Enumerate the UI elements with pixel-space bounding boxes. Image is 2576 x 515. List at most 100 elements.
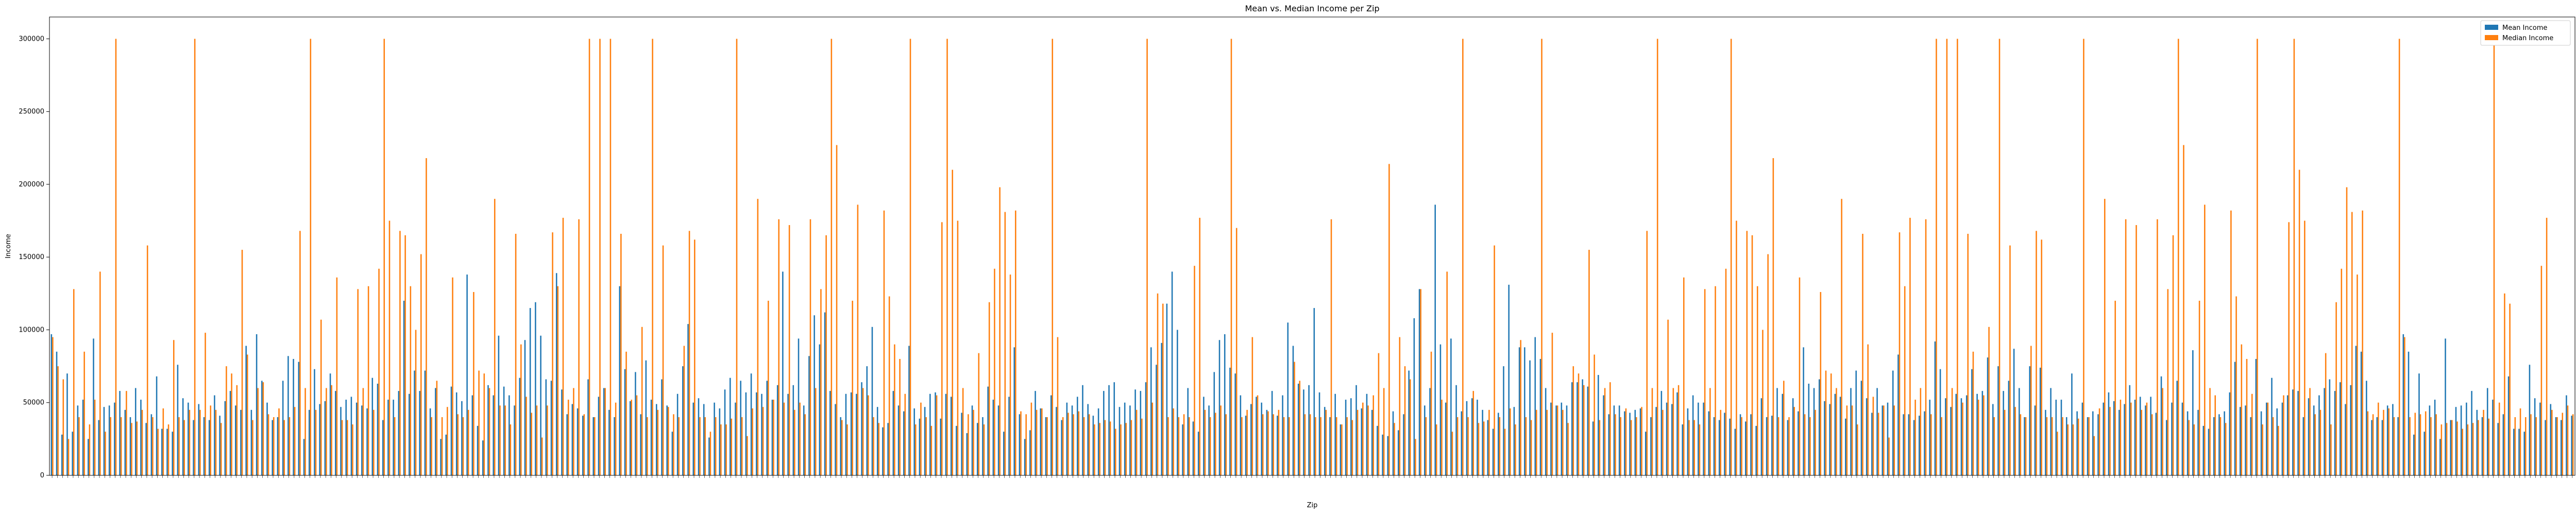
bar-median-income — [2198, 300, 2200, 475]
bar-mean-income — [424, 370, 426, 475]
bar-median-income — [1604, 388, 1606, 475]
bar-mean-income — [2197, 409, 2199, 475]
bar-mean-income — [1045, 417, 1047, 475]
bar-mean-income — [676, 393, 679, 475]
bar-mean-income — [956, 425, 957, 475]
bar-median-income — [1415, 439, 1416, 475]
bar-mean-income — [419, 391, 420, 475]
bar-mean-income — [1624, 411, 1625, 475]
bar-median-income — [599, 39, 601, 475]
bar-median-income — [2383, 409, 2384, 475]
bar-mean-income — [2402, 334, 2404, 475]
bar-median-income — [1215, 413, 1216, 475]
bar-mean-income — [661, 379, 663, 475]
bar-median-income — [2346, 187, 2348, 475]
bar-median-income — [2514, 417, 2516, 475]
bar-median-income — [552, 232, 553, 475]
bar-median-income — [557, 286, 559, 475]
bar-median-income — [362, 388, 364, 475]
bar-mean-income — [1866, 398, 1868, 475]
bar-mean-income — [2008, 381, 2010, 475]
bar-mean-income — [1118, 407, 1121, 475]
bar-median-income — [2319, 409, 2321, 475]
bar-median-income — [1920, 388, 1922, 475]
bar-mean-income — [714, 402, 715, 475]
bar-mean-income — [2397, 417, 2399, 475]
bar-mean-income — [1403, 414, 1404, 475]
bar-median-income — [2141, 409, 2143, 475]
bar-mean-income — [429, 408, 431, 475]
bar-median-income — [752, 408, 753, 475]
bar-mean-income — [98, 420, 100, 475]
bar-median-income — [488, 388, 490, 475]
bar-median-income — [588, 39, 590, 475]
bar-mean-income — [614, 417, 615, 475]
bar-median-income — [494, 199, 496, 475]
bar-mean-income — [1350, 398, 1352, 475]
bar-median-income — [162, 408, 164, 475]
bar-mean-income — [182, 398, 184, 475]
legend-label-median-income: Median Income — [2502, 35, 2553, 42]
bar-mean-income — [2571, 416, 2572, 475]
legend-box — [2480, 20, 2571, 46]
bar-mean-income — [403, 300, 405, 475]
bar-median-income — [1567, 423, 1569, 475]
bar-median-income — [615, 402, 617, 475]
bar-median-income — [1783, 381, 1785, 475]
bar-median-income — [2130, 402, 2132, 475]
bar-mean-income — [945, 393, 947, 475]
bar-median-income — [152, 417, 154, 475]
bar-median-income — [1862, 233, 1863, 475]
bar-median-income — [957, 220, 959, 475]
bar-mean-income — [393, 400, 394, 475]
bar-mean-income — [798, 338, 800, 475]
bar-median-income — [662, 245, 664, 475]
bar-median-income — [1073, 414, 1074, 475]
bar-mean-income — [876, 407, 878, 475]
bar-mean-income — [966, 433, 968, 475]
bar-mean-income — [1340, 424, 1342, 475]
bar-median-income — [1693, 420, 1695, 475]
bar-mean-income — [635, 372, 636, 475]
bar-mean-income — [1413, 318, 1415, 475]
bar-median-income — [625, 351, 627, 475]
bar-median-income — [1809, 417, 1811, 475]
bar-mean-income — [272, 420, 274, 475]
bar-mean-income — [824, 312, 826, 475]
bar-median-income — [1525, 417, 1527, 475]
bar-median-income — [352, 424, 353, 475]
legend-label-mean-income: Mean Income — [2502, 24, 2547, 32]
bar-median-income — [1756, 286, 1758, 475]
bar-mean-income — [2129, 385, 2131, 475]
bar-mean-income — [1318, 392, 1320, 475]
bar-median-income — [2493, 39, 2495, 475]
bar-mean-income — [471, 395, 473, 475]
bar-median-income — [1399, 337, 1401, 475]
bar-median-income — [909, 39, 911, 475]
bar-median-income — [1136, 409, 1138, 475]
bar-median-income — [1594, 354, 1595, 475]
bar-median-income — [1467, 417, 1469, 475]
bar-median-income — [1820, 292, 1822, 475]
bar-median-income — [1715, 286, 1716, 475]
bar-mean-income — [66, 373, 68, 475]
bar-median-income — [357, 289, 359, 475]
bar-mean-income — [1192, 421, 1194, 475]
bar-mean-income — [1755, 425, 1757, 475]
bar-median-income — [310, 39, 312, 475]
bar-mean-income — [2355, 346, 2357, 475]
bar-median-income — [2409, 417, 2411, 475]
bar-median-income — [1541, 39, 1543, 475]
bar-mean-income — [156, 376, 158, 475]
bar-median-income — [1799, 277, 1801, 475]
bar-median-income — [778, 219, 779, 475]
bar-mean-income — [1729, 418, 1731, 475]
bar-mean-income — [1976, 393, 1978, 475]
bar-median-income — [210, 405, 212, 475]
bar-median-income — [768, 300, 769, 475]
bar-median-income — [2362, 210, 2363, 475]
bar-mean-income — [2097, 414, 2099, 475]
bar-mean-income — [1439, 344, 1442, 475]
bar-median-income — [2483, 409, 2484, 475]
bar-mean-income — [2429, 405, 2431, 475]
